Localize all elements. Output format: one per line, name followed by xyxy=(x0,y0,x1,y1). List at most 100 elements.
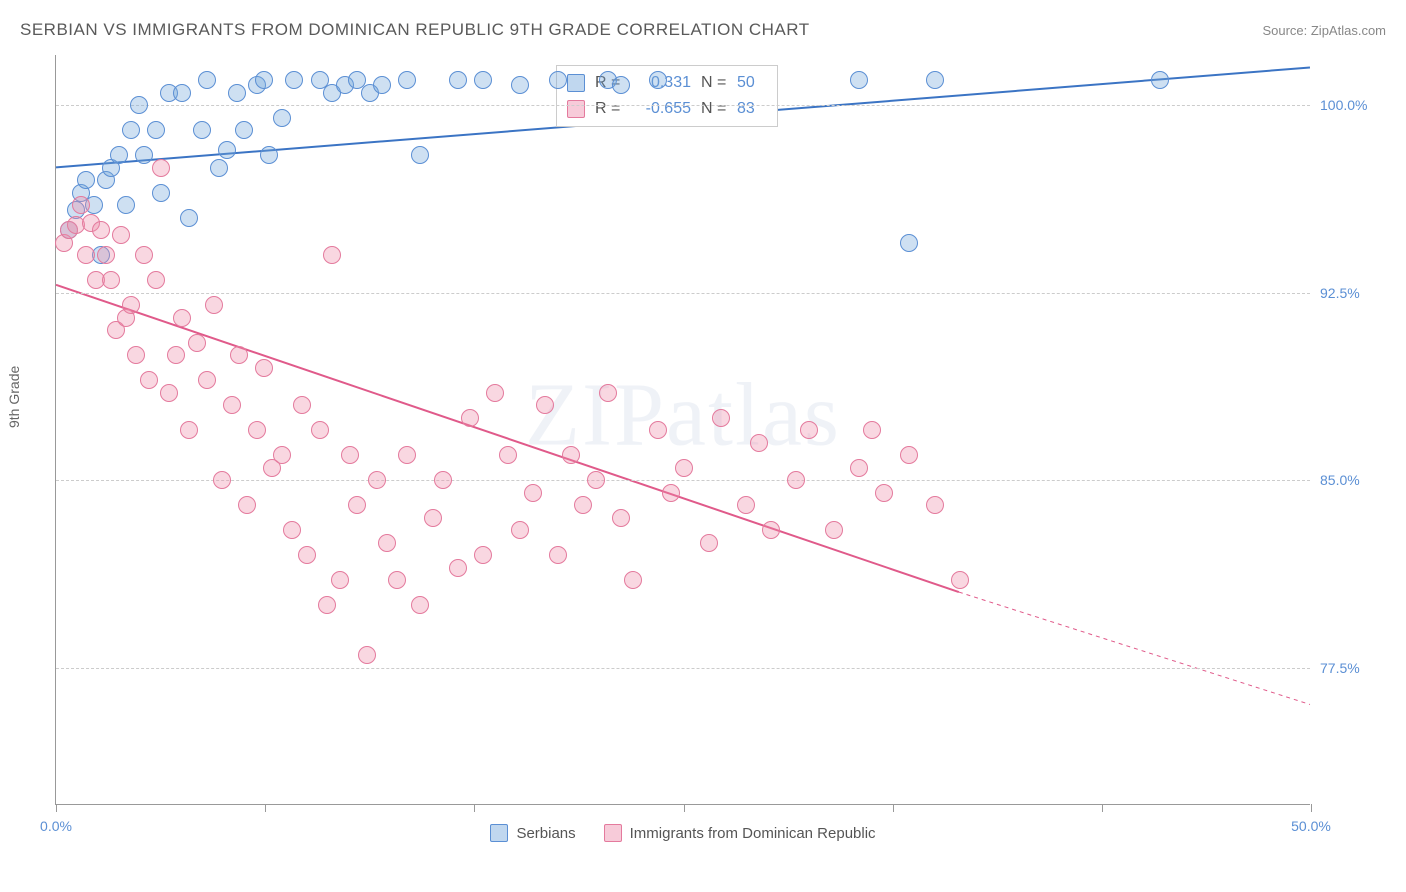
data-point xyxy=(283,521,301,539)
data-point xyxy=(285,71,303,89)
data-point xyxy=(863,421,881,439)
data-point xyxy=(122,121,140,139)
chart-title: SERBIAN VS IMMIGRANTS FROM DOMINICAN REP… xyxy=(20,20,810,40)
data-point xyxy=(97,246,115,264)
data-point xyxy=(198,371,216,389)
data-point xyxy=(373,76,391,94)
data-point xyxy=(323,246,341,264)
data-point xyxy=(712,409,730,427)
data-point xyxy=(649,71,667,89)
data-point xyxy=(160,384,178,402)
data-point xyxy=(368,471,386,489)
gridline xyxy=(56,293,1310,294)
data-point xyxy=(474,546,492,564)
data-point xyxy=(298,546,316,564)
data-point xyxy=(850,459,868,477)
data-point xyxy=(130,96,148,114)
gridline xyxy=(56,480,1310,481)
gridline xyxy=(56,668,1310,669)
data-point xyxy=(341,446,359,464)
data-point xyxy=(398,71,416,89)
data-point xyxy=(213,471,231,489)
data-point xyxy=(188,334,206,352)
data-point xyxy=(248,421,266,439)
data-point xyxy=(825,521,843,539)
x-tick xyxy=(893,804,894,812)
legend-n-value: 83 xyxy=(737,100,767,118)
scatter-plot: ZIPatlas R = 0.331 N = 50 R = -0.655 N =… xyxy=(55,55,1310,805)
legend-item: Immigrants from Dominican Republic xyxy=(604,824,876,842)
data-point xyxy=(624,571,642,589)
data-point xyxy=(92,221,110,239)
data-point xyxy=(318,596,336,614)
data-point xyxy=(205,296,223,314)
data-point xyxy=(511,521,529,539)
data-point xyxy=(675,459,693,477)
legend-swatch-icon xyxy=(567,100,585,118)
y-axis-label: 9th Grade xyxy=(6,366,22,428)
y-tick-label: 100.0% xyxy=(1320,97,1390,113)
legend-series-name: Serbians xyxy=(516,825,575,842)
data-point xyxy=(348,496,366,514)
data-point xyxy=(599,384,617,402)
data-point xyxy=(398,446,416,464)
data-point xyxy=(102,271,120,289)
data-point xyxy=(787,471,805,489)
data-point xyxy=(875,484,893,502)
data-point xyxy=(549,546,567,564)
legend-row: R = -0.655 N = 83 xyxy=(567,96,767,122)
x-tick-label: 50.0% xyxy=(1291,818,1331,834)
legend-r-label: R = xyxy=(595,100,625,118)
data-point xyxy=(926,496,944,514)
data-point xyxy=(122,296,140,314)
data-point xyxy=(474,71,492,89)
data-point xyxy=(72,196,90,214)
data-point xyxy=(293,396,311,414)
data-point xyxy=(574,496,592,514)
data-point xyxy=(700,534,718,552)
data-point xyxy=(235,121,253,139)
data-point xyxy=(486,384,504,402)
data-point xyxy=(218,141,236,159)
data-point xyxy=(228,84,246,102)
data-point xyxy=(173,309,191,327)
data-point xyxy=(223,396,241,414)
data-point xyxy=(499,446,517,464)
data-point xyxy=(612,509,630,527)
data-point xyxy=(127,346,145,364)
legend-n-label: N = xyxy=(701,100,731,118)
data-point xyxy=(112,226,130,244)
data-point xyxy=(662,484,680,502)
data-point xyxy=(77,171,95,189)
data-point xyxy=(850,71,868,89)
data-point xyxy=(434,471,452,489)
data-point xyxy=(311,421,329,439)
data-point xyxy=(511,76,529,94)
data-point xyxy=(649,421,667,439)
data-point xyxy=(587,471,605,489)
data-point xyxy=(524,484,542,502)
legend-swatch-icon xyxy=(604,824,622,842)
data-point xyxy=(180,209,198,227)
legend-r-value: -0.655 xyxy=(631,100,691,118)
x-tick xyxy=(1311,804,1312,812)
y-tick-label: 85.0% xyxy=(1320,472,1390,488)
y-tick-label: 92.5% xyxy=(1320,285,1390,301)
data-point xyxy=(180,421,198,439)
data-point xyxy=(238,496,256,514)
data-point xyxy=(951,571,969,589)
legend-swatch-icon xyxy=(567,74,585,92)
data-point xyxy=(135,146,153,164)
x-tick xyxy=(474,804,475,812)
data-point xyxy=(260,146,278,164)
gridline xyxy=(56,105,1310,106)
x-tick xyxy=(1102,804,1103,812)
data-point xyxy=(140,371,158,389)
data-point xyxy=(110,146,128,164)
data-point xyxy=(750,434,768,452)
data-point xyxy=(800,421,818,439)
x-tick xyxy=(684,804,685,812)
legend-n-label: N = xyxy=(701,74,731,92)
data-point xyxy=(273,109,291,127)
data-point xyxy=(562,446,580,464)
